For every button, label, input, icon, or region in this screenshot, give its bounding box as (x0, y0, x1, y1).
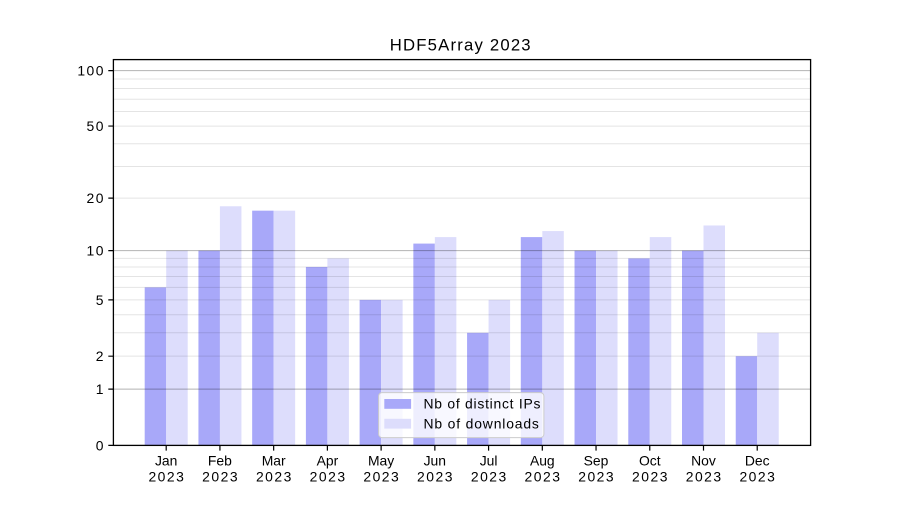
svg-text:2023: 2023 (417, 469, 454, 485)
svg-text:100: 100 (77, 63, 105, 79)
svg-text:5: 5 (96, 292, 105, 308)
svg-text:Dec: Dec (745, 452, 770, 468)
svg-text:2023: 2023 (525, 469, 562, 485)
svg-text:1: 1 (96, 381, 105, 397)
svg-text:20: 20 (87, 190, 105, 206)
svg-text:2023: 2023 (578, 469, 615, 485)
svg-text:2023: 2023 (202, 469, 239, 485)
svg-text:Jan: Jan (155, 452, 177, 468)
svg-text:0: 0 (96, 437, 105, 453)
svg-text:May: May (368, 452, 394, 468)
svg-text:HDF5Array 2023: HDF5Array 2023 (390, 35, 532, 54)
svg-text:Nov: Nov (691, 452, 716, 468)
svg-text:Mar: Mar (262, 452, 286, 468)
svg-text:Oct: Oct (639, 452, 661, 468)
svg-text:Apr: Apr (317, 452, 339, 468)
svg-text:Nb of downloads: Nb of downloads (424, 416, 540, 432)
svg-text:Jul: Jul (480, 452, 498, 468)
svg-text:Jun: Jun (424, 452, 446, 468)
svg-text:50: 50 (87, 118, 105, 134)
svg-text:2023: 2023 (471, 469, 508, 485)
svg-text:2023: 2023 (739, 469, 776, 485)
svg-text:2023: 2023 (632, 469, 669, 485)
svg-text:2023: 2023 (256, 469, 293, 485)
svg-text:2023: 2023 (686, 469, 723, 485)
svg-text:10: 10 (87, 243, 105, 259)
svg-text:2023: 2023 (363, 469, 400, 485)
svg-text:Nb of distinct IPs: Nb of distinct IPs (424, 396, 542, 412)
svg-text:2023: 2023 (310, 469, 347, 485)
svg-text:Feb: Feb (208, 452, 232, 468)
svg-text:Sep: Sep (584, 452, 609, 468)
svg-text:2: 2 (96, 348, 105, 364)
svg-text:2023: 2023 (148, 469, 185, 485)
svg-text:Aug: Aug (530, 452, 555, 468)
